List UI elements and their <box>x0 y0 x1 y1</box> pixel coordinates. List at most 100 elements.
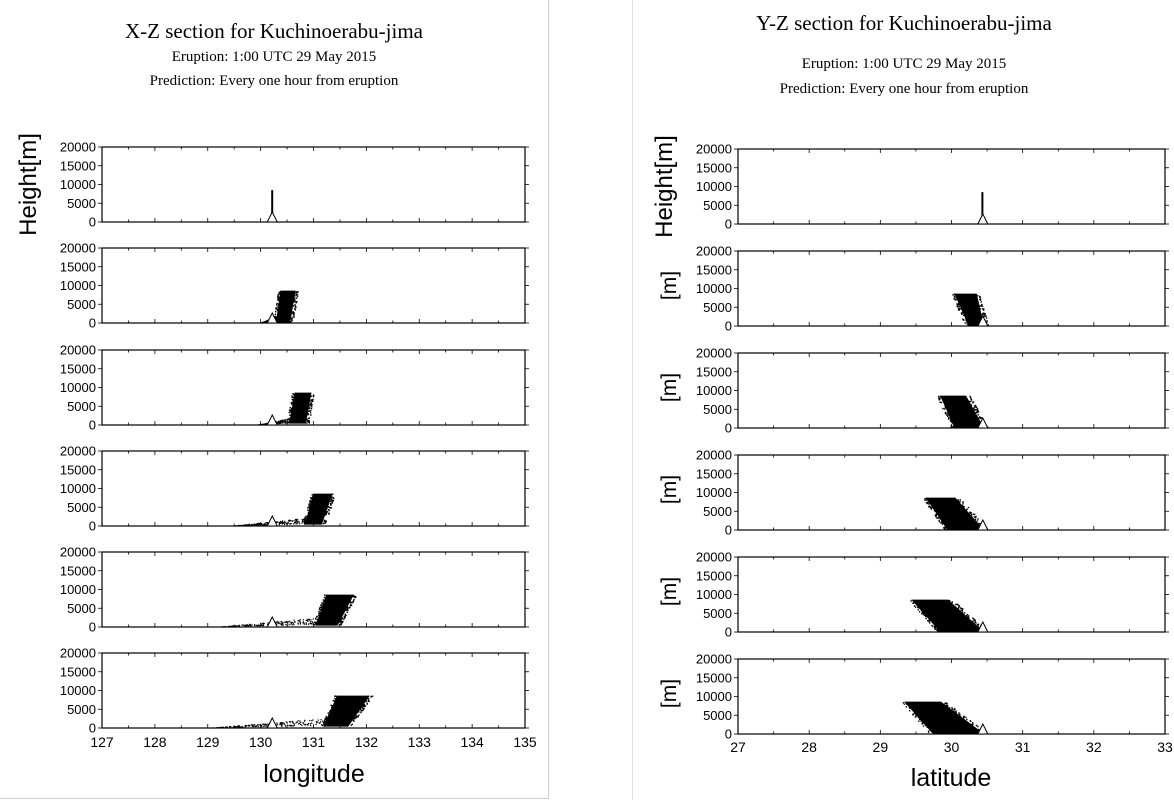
y-tick-label: 20000 <box>60 140 96 155</box>
y-tick-label: 10000 <box>696 485 732 500</box>
y-tick-label: 0 <box>89 418 96 433</box>
y-tick-label: 20000 <box>696 244 732 259</box>
y-tick-label: 20000 <box>60 343 96 358</box>
y-tick-label: 10000 <box>60 278 96 293</box>
y-tick-label: 15000 <box>60 563 96 578</box>
y-tick-label: 0 <box>89 721 96 736</box>
x-tick-label: 33 <box>1157 739 1173 755</box>
volcano-marker <box>977 518 989 531</box>
y-tick-label: 20000 <box>60 646 96 661</box>
y-tick-label: 5000 <box>703 606 732 621</box>
y-tick-label: 0 <box>725 727 732 742</box>
panel-hour-6: 0 5000 10000 15000 20000 <box>60 646 529 736</box>
y-tick-label: 10000 <box>696 179 732 194</box>
panel-frame <box>101 349 526 426</box>
volcano-marker <box>977 212 989 225</box>
panel-frame <box>737 148 1166 225</box>
volcano-marker <box>266 210 279 223</box>
ash-plume-edge <box>313 594 357 626</box>
ash-plume-edge <box>274 291 299 324</box>
y-tick-label: 0 <box>725 217 732 232</box>
figure-title: X-Z section for Kuchinoerabu-jima <box>125 19 423 43</box>
y-axis-label: [m] <box>658 271 681 300</box>
y-tick-label: 0 <box>725 421 732 436</box>
prediction-label: Prediction: Every one hour from eruption <box>779 81 1029 97</box>
y-axis-label: [m] <box>658 475 681 504</box>
ash-plume-edge <box>321 695 374 727</box>
y-tick-label: 0 <box>89 316 96 331</box>
x-axis-label: longitude <box>263 760 364 788</box>
figure-title: Y-Z section for Kuchinoerabu-jima <box>756 11 1052 35</box>
panel-hour-1: 0 5000 10000 15000 20000 Height[m] <box>15 133 529 236</box>
y-axis-label: [m] <box>658 373 681 402</box>
y-tick-label: 15000 <box>60 462 96 477</box>
y-tick-label: 5000 <box>703 708 732 723</box>
x-tick-label: 28 <box>801 739 817 755</box>
ash-plume-edge <box>287 392 315 424</box>
ash-plume-edge <box>924 497 988 531</box>
x-axis-label: latitude <box>911 764 992 792</box>
x-tick-label: 130 <box>249 734 273 750</box>
ash-plume <box>275 290 296 324</box>
x-tick-label: 133 <box>408 734 432 750</box>
volcano-marker <box>266 413 279 426</box>
panel-hour-1: 0 5000 10000 15000 20000 Height[m] <box>651 135 1169 238</box>
panel-hour-2: 0 5000 10000 15000 20000 <box>60 241 529 331</box>
y-tick-label: 0 <box>725 319 732 334</box>
eruption-label: Eruption: 1:00 UTC 29 May 2015 <box>801 56 1007 72</box>
y-tick-label: 10000 <box>60 177 96 192</box>
ash-column <box>981 192 984 223</box>
y-tick-label: 10000 <box>696 383 732 398</box>
y-axis-label: [m] <box>658 577 681 606</box>
y-tick-label: 0 <box>725 625 732 640</box>
y-axis-label: Height[m] <box>651 135 678 238</box>
y-tick-label: 10000 <box>696 689 732 704</box>
x-tick-label: 27 <box>730 739 746 755</box>
y-tick-label: 15000 <box>60 664 96 679</box>
volcano-marker <box>977 620 989 633</box>
x-tick-label: 135 <box>513 734 537 750</box>
volcano-marker <box>266 514 279 527</box>
y-tick-label: 15000 <box>60 361 96 376</box>
y-tick-label: 15000 <box>696 160 732 175</box>
y-tick-label: 5000 <box>67 399 96 414</box>
volcano-marker <box>266 716 279 729</box>
y-tick-label: 0 <box>725 523 732 538</box>
y-tick-label: 5000 <box>703 300 732 315</box>
x-tick-label: 128 <box>143 734 167 750</box>
y-tick-label: 5000 <box>67 500 96 515</box>
yz-chart: 0 5000 10000 15000 20000 Height[m] 0 5000 10000 1… <box>651 135 1173 792</box>
panel-hour-3: 0 5000 10000 15000 20000 <box>60 343 529 433</box>
y-tick-label: 0 <box>89 519 96 534</box>
y-tick-label: 15000 <box>696 364 732 379</box>
y-tick-label: 5000 <box>703 402 732 417</box>
x-tick-label: 132 <box>355 734 379 750</box>
y-axis-label: [m] <box>658 679 681 708</box>
y-tick-label: 0 <box>89 215 96 230</box>
y-tick-label: 10000 <box>696 281 732 296</box>
ash-plume <box>925 497 985 531</box>
volcano-marker <box>266 311 279 324</box>
panel-hour-4: 0 5000 10000 15000 20000 <box>60 444 529 534</box>
panel-frame <box>101 146 526 223</box>
volcano-marker <box>977 416 989 429</box>
x-tick-label: 127 <box>90 734 114 750</box>
x-tick-label: 131 <box>302 734 326 750</box>
ash-plume-edge <box>902 702 987 735</box>
y-tick-label: 20000 <box>696 550 732 565</box>
panel-hour-4: 0 5000 10000 15000 20000 [m] <box>658 448 1169 538</box>
y-tick-label: 5000 <box>67 297 96 312</box>
volcano-marker <box>977 314 989 327</box>
x-tick-label: 129 <box>196 734 220 750</box>
y-tick-label: 5000 <box>67 702 96 717</box>
panel-frame <box>737 250 1166 327</box>
y-tick-label: 15000 <box>696 568 732 583</box>
x-tick-label: 134 <box>460 734 484 750</box>
y-tick-label: 20000 <box>696 652 732 667</box>
y-tick-label: 20000 <box>60 444 96 459</box>
y-tick-label: 15000 <box>696 262 732 277</box>
volcano-marker <box>977 722 989 735</box>
y-axis-label: Height[m] <box>15 133 42 236</box>
y-tick-label: 15000 <box>696 670 732 685</box>
